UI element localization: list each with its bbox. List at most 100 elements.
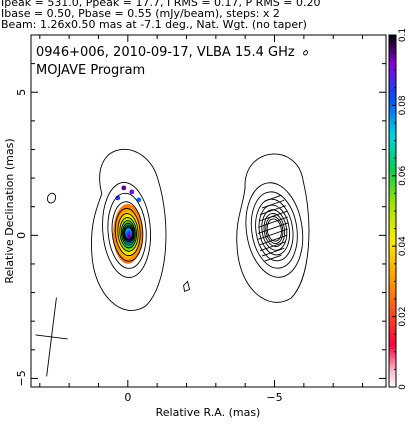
colorbar-segment xyxy=(389,262,396,266)
contour-lines xyxy=(90,148,310,311)
colorbar-segment xyxy=(389,127,396,132)
colorbar-segment xyxy=(389,118,396,122)
colorbar-segment xyxy=(389,147,396,151)
colorbar-tick-label: 0.08 xyxy=(398,95,408,115)
colorbar-segment xyxy=(389,143,396,148)
polarization-knot xyxy=(129,189,135,195)
colorbar-segment xyxy=(389,371,396,375)
polarization-vector xyxy=(261,199,285,209)
colorbar-segment xyxy=(389,255,396,260)
colorbar-segment xyxy=(389,377,396,382)
polarization-vector xyxy=(258,234,288,246)
colorbar-segment xyxy=(389,198,396,202)
colorbar-segment xyxy=(389,57,396,62)
minor-contour xyxy=(46,192,57,204)
colorbar-segment xyxy=(389,105,396,110)
colorbar-segment xyxy=(389,339,396,343)
beam-minor-axis xyxy=(35,334,68,340)
colorbar-segment xyxy=(389,54,396,58)
colorbar-segment xyxy=(389,41,396,46)
colorbar-segment xyxy=(389,214,396,218)
x-tick-label: 0 xyxy=(124,391,131,404)
y-tick-label: 0 xyxy=(15,232,28,239)
colorbar-segment xyxy=(389,153,396,158)
colorbar-segment xyxy=(389,163,396,167)
colorbar-segment xyxy=(389,191,396,196)
core-contour xyxy=(120,220,136,246)
colorbar-segment xyxy=(389,329,396,334)
colorbar-segment xyxy=(389,201,396,206)
colorbar-segment xyxy=(389,220,396,225)
colorbar-segment xyxy=(389,83,396,87)
core-contour xyxy=(123,224,134,242)
y-tick-label: −5 xyxy=(15,370,28,386)
colorbar-segment xyxy=(389,249,396,254)
colorbar-segment xyxy=(389,233,396,238)
colorbar-segment xyxy=(389,86,396,90)
colorbar-segment xyxy=(389,185,396,190)
colorbar-segment xyxy=(389,140,396,145)
axis-ticks xyxy=(31,34,386,387)
colorbar-segment xyxy=(389,44,396,49)
colorbar-segment xyxy=(389,76,396,81)
colorbar-segment xyxy=(389,38,396,42)
colorbar-segment xyxy=(389,70,396,74)
colorbar-segment xyxy=(389,175,396,180)
x-tick-label: −5 xyxy=(266,391,282,404)
colorbar-segment xyxy=(389,115,396,119)
colorbar-segment xyxy=(389,313,396,318)
colorbar-segment xyxy=(389,172,396,177)
colorbar-segment xyxy=(389,211,396,215)
colorbar-segment xyxy=(389,326,396,330)
colorbar-segment xyxy=(389,67,396,71)
colorbar-segment xyxy=(389,323,396,327)
colorbar-segment xyxy=(389,182,396,186)
colorbar-segment xyxy=(389,345,396,350)
colorbar-segment xyxy=(389,111,396,116)
colorbar-segment xyxy=(389,284,396,289)
chart-subtitle: MOJAVE Program xyxy=(36,63,145,78)
chart-title: 0946+006, 2010-09-17, VLBA 15.4 GHz xyxy=(36,45,295,60)
colorbar-segment xyxy=(389,300,396,305)
colorbar-segment xyxy=(389,364,396,369)
colorbar-segment xyxy=(389,99,396,103)
minor-contour xyxy=(303,50,308,56)
polarization-vector xyxy=(258,228,288,240)
polarization-knot xyxy=(121,185,127,191)
colorbar-segment xyxy=(389,246,396,250)
polarization-vector xyxy=(258,216,288,228)
colorbar-segment xyxy=(389,35,396,39)
colorbar-segment xyxy=(389,319,396,324)
colorbar-tick-label: 0.1 xyxy=(398,28,408,42)
colorbar-segment xyxy=(389,60,396,65)
polarization-vector xyxy=(259,241,287,252)
fill-band xyxy=(128,235,131,239)
y-axis-title: Relative Declination (mas) xyxy=(3,138,16,283)
colorbar-segment xyxy=(389,92,396,97)
colorbar-segment xyxy=(389,159,396,164)
colorbar-segment xyxy=(389,230,396,234)
colorbar-segment xyxy=(389,243,396,247)
colorbar-segment xyxy=(389,351,396,356)
header-line-1: Ipeak = 531.0, Ppeak = 17.7, I RMS = 0.1… xyxy=(1,0,321,9)
colorbar-segment xyxy=(389,121,396,126)
colorbar-segment xyxy=(389,227,396,231)
polarization-vector xyxy=(264,194,282,202)
colorbar-segment xyxy=(389,355,396,359)
colorbar-tick-label: 0.06 xyxy=(398,166,408,186)
colorbar-segment xyxy=(389,281,396,286)
colorbar-segment xyxy=(389,332,396,337)
colorbar-segment xyxy=(389,287,396,292)
colorbar-segment xyxy=(389,73,396,78)
colorbar-segment xyxy=(389,236,396,241)
colorbar-segment xyxy=(389,108,396,113)
core-contour xyxy=(107,192,147,269)
colorbar-segment xyxy=(389,166,396,170)
colorbar-segment xyxy=(389,47,396,52)
core-contour xyxy=(114,207,141,257)
colorbar-segment xyxy=(389,79,396,84)
colorbar-segment xyxy=(389,188,396,193)
colorbar-segment xyxy=(389,268,396,273)
core-contour xyxy=(122,222,135,244)
colorbar-segment xyxy=(389,361,396,366)
